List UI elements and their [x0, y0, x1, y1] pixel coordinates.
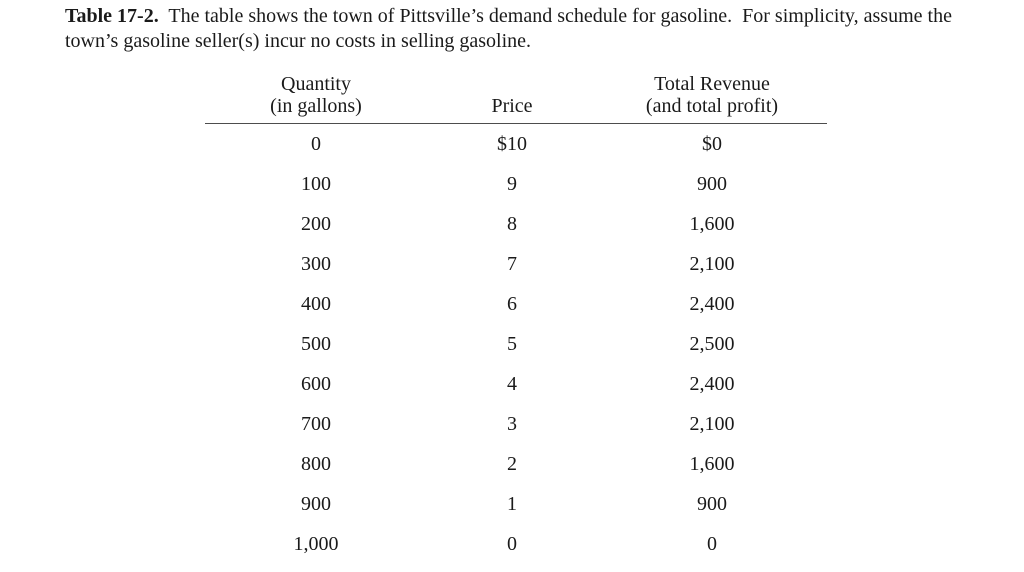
- table-cell: 2,100: [689, 412, 735, 435]
- caption-line-2: town’s gasoline seller(s) incur no costs…: [65, 30, 532, 52]
- table-row: 100 9 900: [205, 164, 827, 204]
- table-cell: 9: [507, 172, 517, 195]
- table-cell: 1,600: [689, 452, 735, 475]
- table-cell: 2,400: [689, 372, 735, 395]
- table-cell: 3: [507, 412, 517, 435]
- table-row: 800 2 1,600: [205, 444, 827, 484]
- table-cell: 900: [697, 492, 727, 515]
- table-cell: 500: [301, 332, 331, 355]
- demand-schedule-table: Quantity (in gallons) Price Total Revenu…: [205, 70, 827, 564]
- table-cell: 7: [507, 252, 517, 275]
- col-header-price-line1: Price: [491, 95, 533, 117]
- table-cell: 0: [707, 532, 717, 555]
- table-row: 600 4 2,400: [205, 364, 827, 404]
- col-header-total-revenue-line2: (and total profit): [645, 95, 779, 117]
- table-cell: 2,100: [689, 252, 735, 275]
- table-row: 700 3 2,100: [205, 404, 827, 444]
- table-row: 900 1 900: [205, 484, 827, 524]
- table-row: 200 8 1,600: [205, 204, 827, 244]
- table-cell: 8: [507, 212, 517, 235]
- col-header-quantity: Quantity (in gallons): [205, 70, 427, 124]
- table-cell: $10: [497, 132, 527, 155]
- table-cell: 400: [301, 292, 331, 315]
- table-cell: 2: [507, 452, 517, 475]
- col-header-total-revenue: Total Revenue (and total profit): [597, 70, 827, 124]
- col-header-quantity-line2: (in gallons): [270, 95, 362, 117]
- table-cell: 0: [507, 532, 517, 555]
- col-header-quantity-line1: Quantity: [281, 73, 351, 95]
- table-row: 500 5 2,500: [205, 324, 827, 364]
- table-cell: 0: [311, 132, 321, 155]
- table-cell: 2,500: [689, 332, 735, 355]
- col-header-price: Price: [427, 70, 597, 124]
- table-cell: 200: [301, 212, 331, 235]
- table-label: Table 17-2.: [65, 5, 159, 27]
- caption-text: The table shows the town of Pittsville’s…: [158, 5, 952, 27]
- table-caption: Table 17-2. The table shows the town of …: [65, 4, 980, 54]
- table-row: 300 7 2,100: [205, 244, 827, 284]
- table-cell: 1,000: [293, 532, 339, 555]
- table-cell: 4: [507, 372, 517, 395]
- table-cell: 1,600: [689, 212, 735, 235]
- table-cell: 5: [507, 332, 517, 355]
- table-row: 0 $10 $0: [205, 124, 827, 165]
- col-header-total-revenue-line1: Total Revenue: [654, 73, 770, 95]
- table-cell: 300: [301, 252, 331, 275]
- table-row: 400 6 2,400: [205, 284, 827, 324]
- table-cell: 1: [507, 492, 517, 515]
- table-header-row: Quantity (in gallons) Price Total Revenu…: [205, 70, 827, 124]
- table-row: 1,000 0 0: [205, 524, 827, 564]
- table-cell: 2,400: [689, 292, 735, 315]
- table-cell: 700: [301, 412, 331, 435]
- table-cell: 900: [697, 172, 727, 195]
- table-cell: 100: [301, 172, 331, 195]
- table-cell: 800: [301, 452, 331, 475]
- caption-line-1: Table 17-2. The table shows the town of …: [65, 4, 980, 29]
- table-cell: 6: [507, 292, 517, 315]
- table-cell: 900: [301, 492, 331, 515]
- table-cell: $0: [702, 132, 722, 155]
- table-cell: 600: [301, 372, 331, 395]
